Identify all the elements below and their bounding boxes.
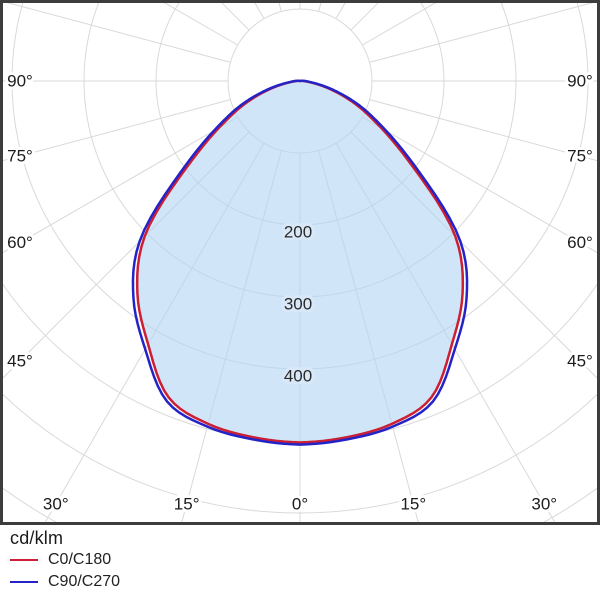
angle-label-15-right: 15° bbox=[400, 495, 426, 514]
grid-ray-225 bbox=[220, 2, 250, 31]
grid-ray-120 bbox=[362, 2, 437, 46]
grid-ray-240 bbox=[163, 2, 238, 46]
grid-ray-255 bbox=[5, 2, 231, 63]
angle-label-90-left: 90° bbox=[7, 72, 33, 91]
intensity-fill bbox=[137, 80, 463, 443]
ring-label-400: 400 bbox=[284, 367, 312, 386]
legend-item-c0-c180: C0/C180 bbox=[10, 549, 600, 570]
polar-chart-svg: 200 300 400 90° 90° 75° 75° 60° 60° 45° 45° 30° 30° 1… bbox=[0, 0, 600, 525]
grid-ray-105 bbox=[369, 2, 595, 63]
legend-title: cd/klm bbox=[10, 528, 64, 548]
angle-label-15-left: 15° bbox=[174, 495, 200, 514]
angle-label-30-left: 30° bbox=[43, 495, 69, 514]
curve-c90-c270 bbox=[131, 79, 469, 446]
legend-swatch-c0-c180 bbox=[10, 558, 38, 561]
angle-label-60-right: 60° bbox=[567, 233, 593, 252]
ring-label-200: 200 bbox=[284, 223, 312, 242]
legend-swatch-c90-c270 bbox=[10, 580, 38, 583]
grid-ray-60 bbox=[362, 116, 598, 254]
angle-label-75-left: 75° bbox=[7, 147, 33, 166]
angle-label-75-right: 75° bbox=[567, 147, 593, 166]
angle-label-60-left: 60° bbox=[7, 233, 33, 252]
angle-label-45-left: 45° bbox=[7, 352, 33, 371]
ring-label-300: 300 bbox=[284, 295, 312, 314]
legend-label-c0-c180: C0/C180 bbox=[48, 550, 112, 568]
legend-item-c90-c270: C90/C270 bbox=[10, 571, 600, 592]
angle-label-90-right: 90° bbox=[567, 72, 593, 91]
plot-area bbox=[2, 2, 598, 523]
grid-ray-300 bbox=[2, 116, 238, 254]
angle-label-30-right: 30° bbox=[531, 495, 557, 514]
grid-ray-135 bbox=[350, 2, 380, 31]
legend: cd/klm C0/C180 C90/C270 bbox=[0, 526, 600, 600]
chart-frame bbox=[0, 0, 600, 525]
polar-diagram: 200 300 400 90° 90° 75° 75° 60° 60° 45° 45° 30° 30° 1… bbox=[0, 0, 600, 525]
angle-label-45-right: 45° bbox=[567, 352, 593, 371]
grid-ray-75 bbox=[369, 99, 598, 162]
angle-label-0-bottom: 0° bbox=[292, 495, 308, 514]
legend-label-c90-c270: C90/C270 bbox=[48, 572, 121, 590]
grid-ray-285 bbox=[2, 99, 231, 162]
